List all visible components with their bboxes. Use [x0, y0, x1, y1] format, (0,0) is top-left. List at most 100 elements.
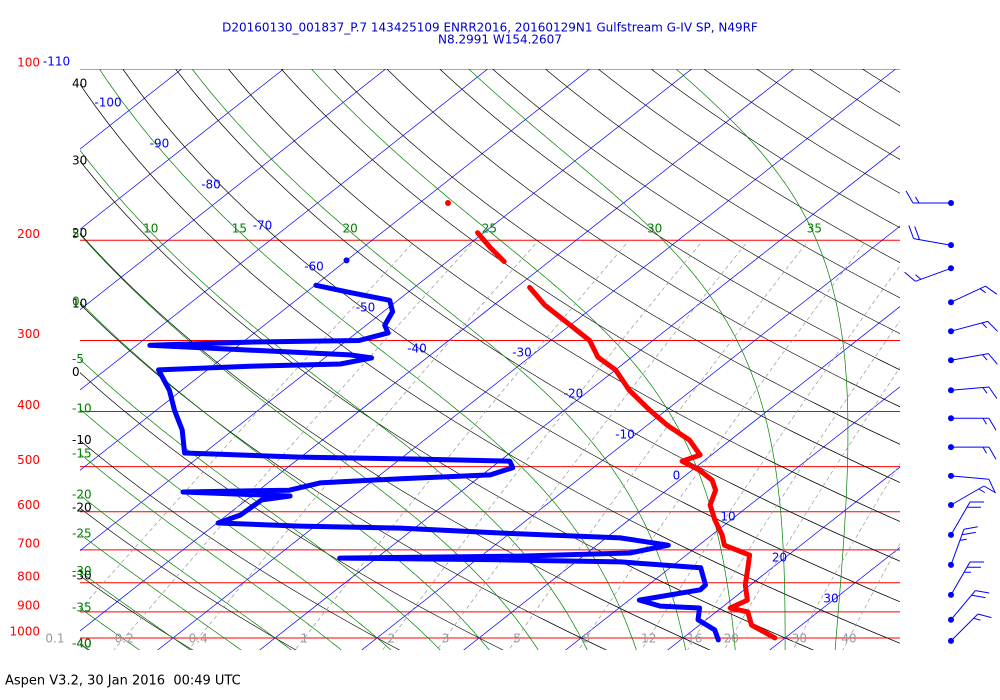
mixing-ratio-line: [436, 243, 746, 650]
dry-adiabat: [122, 69, 900, 603]
wind-barb: [950, 475, 996, 493]
wind-barb: [950, 561, 984, 596]
isotherm-label: -60: [304, 260, 324, 274]
moist-adiabat-label: -10: [72, 402, 92, 416]
wind-barb: [950, 613, 992, 642]
mixing-ratio-line: [792, 462, 900, 650]
wind-barb-dot: [948, 242, 954, 249]
isotherm-label: -70: [253, 219, 273, 233]
dry-adiabat: [333, 69, 900, 445]
wind-barb-dot: [948, 531, 954, 538]
plot-area: [80, 69, 900, 650]
isotherm-label: -20: [564, 387, 584, 401]
mixing-ratio-label: 3: [442, 632, 450, 646]
dry-adiabat-label: 10: [72, 296, 87, 310]
dry-adiabat-label: -30: [72, 568, 92, 582]
dry-adiabat: [227, 69, 900, 522]
moist-adiabat-label: -15: [72, 446, 92, 460]
mixing-ratio-label: 8: [582, 632, 590, 646]
sounding-trace: [527, 284, 778, 641]
wind-barb-dot: [948, 637, 954, 644]
dry-adiabat-label: -10: [72, 433, 92, 447]
isotherm-label: 30: [823, 592, 838, 606]
wind-barb: [951, 417, 997, 431]
wind-barb-dot: [948, 415, 954, 422]
dry-adiabat-label: 0: [72, 365, 80, 379]
mixing-ratio-label: 12: [641, 632, 656, 646]
mixing-ratio-label: 5: [513, 632, 521, 646]
pressure-label: 100: [17, 56, 40, 70]
isotherm-label: 20: [772, 551, 787, 565]
wind-barb-dot: [948, 387, 954, 394]
isotherm-label: -100: [94, 96, 121, 110]
moist-adiabat: [80, 533, 242, 650]
mixing-ratio-line: [687, 320, 900, 650]
moist-adiabat: [80, 233, 539, 650]
moist-adiabat-label: -5: [72, 352, 84, 366]
isotherm: [667, 466, 900, 650]
pressure-label: 700: [17, 536, 40, 550]
mixing-ratio-line: [723, 366, 900, 650]
mixing-ratio-line: [113, 243, 472, 650]
moist-adiabat-label: 20: [343, 222, 358, 236]
wind-barb-dot: [948, 328, 954, 335]
mixing-ratio-label: 30: [792, 632, 807, 646]
wind-barb: [950, 353, 998, 365]
moist-adiabat: [80, 301, 490, 650]
wind-barb-dot: [948, 357, 954, 364]
mixing-ratio-line: [508, 243, 806, 650]
moist-adiabat-label: 5: [72, 227, 80, 241]
dry-adiabat: [80, 303, 608, 650]
wind-barb: [950, 501, 984, 536]
wind-barb: [950, 485, 997, 506]
moist-adiabat-label: 15: [232, 222, 247, 236]
isotherm-label: -90: [150, 137, 170, 151]
isotherm: [157, 69, 897, 650]
dry-adiabat-label: -40: [72, 636, 92, 650]
isotherm: [80, 69, 387, 311]
mixing-ratio-label: 0.4: [189, 632, 208, 646]
wind-barb-dot: [948, 444, 954, 451]
mixing-ratio-line: [382, 243, 701, 650]
moist-adiabat-label: 25: [482, 222, 497, 236]
wind-barb-dot: [948, 200, 954, 207]
wind-barbs: [904, 190, 998, 644]
wind-barb: [950, 590, 990, 621]
mixing-ratio-label: 0.2: [115, 632, 134, 646]
wind-barb: [950, 285, 998, 303]
mixing-ratio-label: 1: [300, 632, 308, 646]
moist-adiabat-label: -35: [72, 601, 92, 615]
pressure-label: 500: [17, 453, 40, 467]
wind-barb: [905, 190, 951, 204]
sounding-point: [445, 200, 452, 207]
dry-adiabat: [703, 69, 900, 194]
pressure-label: 300: [17, 327, 40, 341]
sounding-trace: [147, 282, 721, 643]
wind-barb-dot: [948, 616, 954, 623]
moist-adiabat-label: 10: [143, 222, 158, 236]
wind-barb-dot: [948, 472, 954, 479]
isotherm-label: -30: [512, 346, 532, 360]
mixing-ratio-line: [187, 243, 536, 650]
wind-barb: [950, 526, 978, 566]
moist-adiabat: [80, 494, 292, 650]
isotherm-label: -40: [407, 342, 427, 356]
dry-adiabat: [386, 69, 900, 408]
moist-adiabat: [80, 571, 192, 650]
mixing-ratio-line: [578, 243, 864, 650]
isotherm: [80, 69, 285, 230]
isotherm: [80, 69, 795, 632]
dry-adiabat-label: 30: [72, 153, 87, 167]
chart-subtitle: N8.2991 W154.2607: [438, 33, 562, 47]
isotherm: [80, 69, 591, 471]
wind-barb: [950, 386, 998, 399]
moist-adiabat: [80, 408, 392, 650]
dry-adiabat: [492, 69, 900, 334]
chart-title: D20160130_001837_P.7 143425109 ENRR2016,…: [222, 21, 758, 35]
mixing-ratio-label: 2: [388, 632, 396, 646]
wind-barb-dot: [948, 502, 954, 509]
isotherm: [80, 69, 489, 391]
pressure-label: 1000: [9, 624, 40, 638]
moist-adiabat-label: 35: [807, 222, 822, 236]
